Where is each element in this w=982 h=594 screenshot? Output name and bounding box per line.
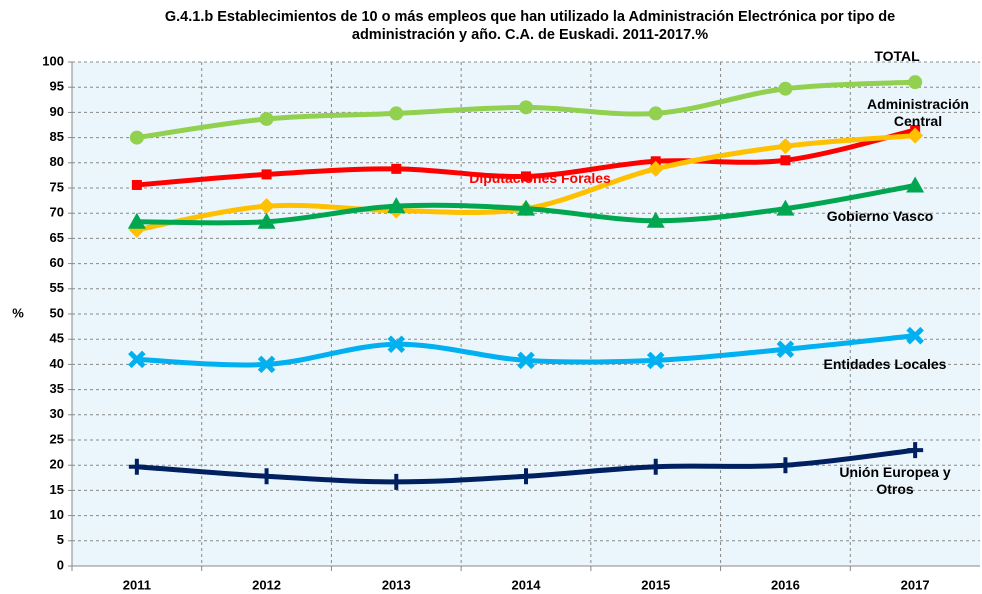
y-tick-label: 95 <box>50 79 64 94</box>
x-tick-label: 2015 <box>641 577 670 592</box>
marker <box>777 457 794 474</box>
series-label: Administración Central <box>867 96 969 129</box>
y-tick-label: 60 <box>50 255 64 270</box>
marker <box>387 197 406 214</box>
y-tick-label: 5 <box>57 532 64 547</box>
y-tick-label: 55 <box>50 280 64 295</box>
y-tick-label: 90 <box>50 104 64 119</box>
y-tick-label: 100 <box>42 53 64 68</box>
marker <box>391 163 402 174</box>
y-tick-label: 65 <box>50 230 64 245</box>
marker <box>647 160 664 177</box>
y-tick-label: 70 <box>50 205 64 220</box>
y-tick-label: 0 <box>57 557 64 572</box>
marker <box>647 458 664 475</box>
series-label: Gobierno Vasco <box>826 208 934 224</box>
marker <box>128 458 145 475</box>
marker <box>129 130 144 145</box>
series-label: Diputaciones Forales <box>469 170 611 186</box>
series-label: Entidades Locales <box>823 356 947 372</box>
marker <box>127 212 146 229</box>
x-tick-label: 2011 <box>123 577 151 592</box>
y-tick-label: 15 <box>50 482 64 497</box>
marker <box>776 199 795 216</box>
x-tick-label: 2014 <box>512 577 542 592</box>
y-tick-label: 25 <box>50 431 64 446</box>
series-label: TOTAL <box>874 48 920 64</box>
y-tick-label: 80 <box>50 154 64 169</box>
marker <box>906 176 925 193</box>
marker <box>778 81 793 96</box>
x-tick-label: 2013 <box>382 577 411 592</box>
marker <box>388 473 405 490</box>
y-tick-label: 75 <box>50 179 64 194</box>
series-label: Unión Europea y Otros <box>839 464 951 497</box>
y-tick-label: 20 <box>50 457 64 472</box>
marker <box>517 199 535 216</box>
chart-title: G.4.1.b Establecimientos de 10 o más emp… <box>164 9 896 43</box>
marker <box>777 138 794 155</box>
marker <box>906 326 924 345</box>
y-axis-label: % <box>12 305 24 320</box>
marker <box>259 111 274 126</box>
y-tick-label: 40 <box>50 356 64 371</box>
marker <box>258 468 275 485</box>
marker <box>908 75 923 90</box>
marker <box>128 350 146 369</box>
marker <box>646 211 665 228</box>
marker <box>131 179 142 190</box>
x-tick-label: 2012 <box>252 577 281 592</box>
marker <box>519 100 533 115</box>
marker <box>646 351 665 370</box>
y-tick-label: 85 <box>50 129 64 144</box>
marker <box>257 212 276 229</box>
marker <box>648 106 663 121</box>
y-tick-label: 45 <box>50 331 64 346</box>
x-tick-label: 2017 <box>901 577 930 592</box>
y-tick-label: 10 <box>50 507 64 522</box>
marker <box>387 335 406 354</box>
x-tick-label: 2016 <box>771 577 800 592</box>
marker <box>521 171 531 182</box>
marker <box>907 127 924 144</box>
marker <box>257 355 276 374</box>
y-tick-label: 30 <box>50 406 64 421</box>
marker <box>776 340 795 359</box>
marker <box>907 442 924 459</box>
marker <box>389 106 404 121</box>
marker <box>780 155 791 166</box>
marker <box>258 198 275 215</box>
marker <box>261 169 272 180</box>
y-tick-label: 35 <box>50 381 64 396</box>
marker <box>518 468 534 485</box>
y-tick-label: 50 <box>50 305 64 320</box>
marker <box>517 351 535 370</box>
